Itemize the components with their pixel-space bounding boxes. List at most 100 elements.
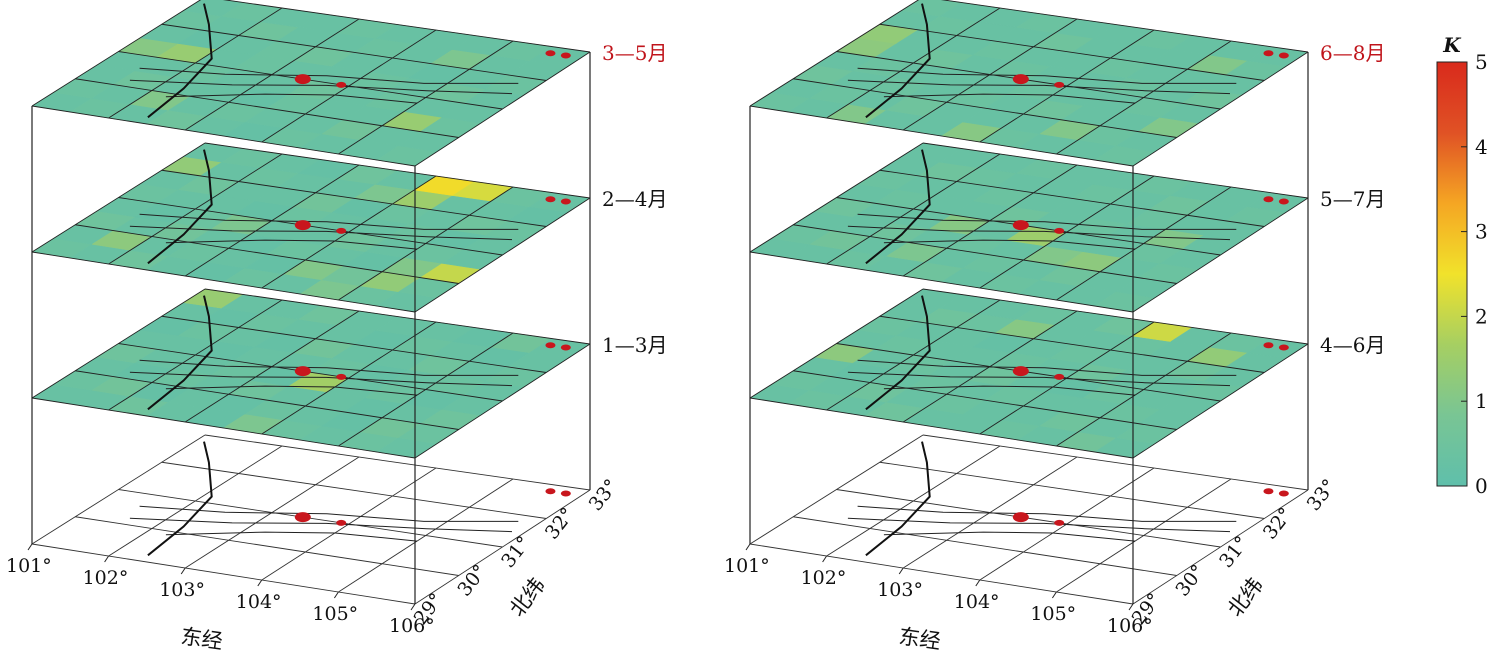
x-tick <box>1051 591 1057 599</box>
epicenter-marker <box>560 490 571 497</box>
fault-line <box>139 505 519 522</box>
fault-line <box>883 385 1136 396</box>
base-map-layer <box>31 434 591 605</box>
epicenter-marker <box>1278 344 1289 351</box>
epicenter-marker <box>336 81 347 88</box>
y-tick-label: 30° <box>453 560 491 600</box>
epicenter-marker <box>1054 519 1065 526</box>
x-tick-label: 101° <box>724 555 770 577</box>
grid-line <box>879 461 1265 519</box>
epicenter-marker <box>1263 488 1274 495</box>
fault-line <box>883 531 1136 542</box>
grid-line <box>879 169 1265 227</box>
fault-line <box>139 67 519 84</box>
grid-line <box>75 516 459 576</box>
colorbar-tick-label: 5 <box>1475 50 1488 74</box>
colorbar-tick-label: 1 <box>1475 389 1488 413</box>
epicenter-marker <box>1054 227 1065 234</box>
grid-line <box>31 251 416 313</box>
x-tick-label: 104° <box>236 591 282 613</box>
fault-line <box>129 225 513 241</box>
fault-line <box>857 505 1237 522</box>
grid-line <box>749 397 1134 459</box>
grid-line <box>161 23 547 81</box>
x-tick <box>745 543 751 551</box>
grid-line <box>879 23 1265 81</box>
colorbar-tick-label: 3 <box>1475 220 1488 244</box>
grid-line <box>75 370 459 430</box>
epicenter-marker <box>545 50 556 57</box>
colorbar-ticks: 0 1 2 3 4 5 <box>1461 50 1488 498</box>
epicenter-marker <box>1263 50 1274 57</box>
colorbar-tick-label: 2 <box>1475 304 1488 328</box>
grid-line <box>31 397 416 459</box>
epicenter-marker <box>294 74 311 85</box>
fault-line <box>165 531 418 542</box>
x-tick-label: 106° <box>1107 615 1153 637</box>
epicenter-marker <box>294 220 311 231</box>
epicenter-marker <box>336 519 347 526</box>
x-axis-label: 东经 <box>897 624 942 654</box>
x-tick-label: 103° <box>877 579 923 601</box>
fault-line <box>857 213 1237 230</box>
epicenter-marker <box>336 227 347 234</box>
grid-line <box>75 224 459 284</box>
x-tick-label: 105° <box>1030 603 1076 625</box>
boundary-line <box>865 441 931 557</box>
boundary-line <box>865 149 931 265</box>
base-map-layer <box>749 434 1309 605</box>
epicenter-marker <box>560 52 571 59</box>
fault-line <box>847 79 1231 95</box>
colorbar-tick-label: 0 <box>1475 474 1488 498</box>
epicenter-marker <box>336 373 347 380</box>
epicenter-marker <box>1278 490 1289 497</box>
grid-line <box>204 434 591 491</box>
panel-label: 3—5月 <box>602 41 667 65</box>
fault-line <box>129 517 513 533</box>
epicenter-marker <box>560 198 571 205</box>
boundary-line <box>147 149 213 265</box>
y-axis-label: 北纬 <box>505 573 550 621</box>
grid-line <box>749 543 1134 605</box>
fault-line <box>129 371 513 387</box>
colorbar-title: K <box>1442 33 1462 57</box>
fault-line <box>847 371 1231 387</box>
x-axis-label: 东经 <box>179 624 224 654</box>
x-tick-label: 103° <box>159 579 205 601</box>
x-tick-label: 105° <box>312 603 358 625</box>
x-tick-label: 102° <box>83 567 129 589</box>
epicenter-marker <box>1012 74 1029 85</box>
grid-line <box>793 370 1177 430</box>
grid-line <box>161 461 547 519</box>
epicenter-marker <box>294 512 311 523</box>
x-tick-label: 106° <box>389 615 435 637</box>
y-tick-label: 32° <box>541 503 579 543</box>
epicenter-marker <box>545 488 556 495</box>
boundary-line <box>865 3 931 119</box>
colorbar-gradient <box>1436 61 1468 487</box>
fault-line <box>857 359 1237 376</box>
grid-line <box>922 142 1309 199</box>
grid-line <box>204 288 591 345</box>
x-tick <box>257 579 263 587</box>
fault-line <box>139 359 519 376</box>
x-tick <box>333 591 339 599</box>
grid-line <box>161 169 547 227</box>
colorbar-tick-label: 4 <box>1475 135 1488 159</box>
heatmap-layer <box>31 142 591 313</box>
fault-line <box>883 93 1136 104</box>
x-tick <box>104 555 110 563</box>
epicenter-marker <box>545 342 556 349</box>
panel-label: 6—8月 <box>1320 41 1385 65</box>
x-tick-label: 102° <box>801 567 847 589</box>
x-tick <box>822 555 828 563</box>
fault-line <box>165 385 418 396</box>
x-tick <box>1128 603 1134 611</box>
x-tick <box>898 567 904 575</box>
heatmap-layer <box>749 0 1309 167</box>
epicenter-marker <box>1012 220 1029 231</box>
panel-label: 4—6月 <box>1320 333 1385 357</box>
grid-line <box>161 315 547 373</box>
grid-line <box>793 516 1177 576</box>
